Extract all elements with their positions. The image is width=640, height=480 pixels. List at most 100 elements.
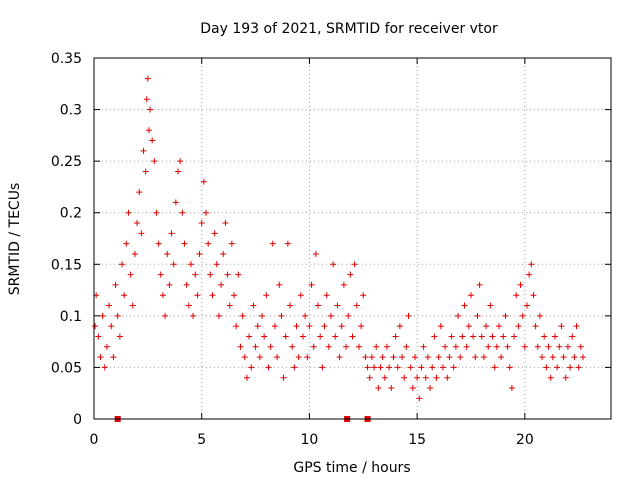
data-point	[276, 281, 283, 288]
data-point	[168, 230, 175, 237]
data-point	[190, 312, 197, 319]
data-point	[99, 312, 106, 319]
data-point	[452, 343, 459, 350]
data-point	[442, 343, 449, 350]
data-point	[218, 281, 225, 288]
data-point	[166, 281, 173, 288]
data-point	[121, 292, 128, 299]
data-point	[483, 323, 490, 330]
data-point	[112, 281, 119, 288]
x-tick-label: 0	[90, 432, 99, 448]
x-axis-ticks: 0 5 10 15 20	[90, 58, 534, 448]
data-point	[521, 343, 528, 350]
data-point	[375, 385, 382, 392]
data-point	[543, 364, 550, 371]
y-tick-label: 0.35	[51, 51, 82, 67]
data-point	[340, 281, 347, 288]
data-point	[567, 364, 574, 371]
data-point	[347, 271, 354, 278]
data-point	[448, 333, 455, 340]
data-point	[200, 178, 207, 185]
data-point	[224, 271, 231, 278]
data-point	[123, 240, 130, 247]
data-point	[291, 364, 298, 371]
data-point	[390, 354, 397, 361]
data-point	[373, 343, 380, 350]
data-point	[293, 323, 300, 330]
data-point	[569, 333, 576, 340]
data-point	[411, 354, 418, 361]
data-point	[368, 354, 375, 361]
data-point	[295, 354, 302, 361]
x-tick-label: 5	[197, 432, 206, 448]
data-point	[444, 374, 451, 381]
data-point	[308, 281, 315, 288]
data-point	[334, 302, 341, 309]
data-point	[401, 374, 408, 381]
data-point	[513, 292, 520, 299]
data-point	[562, 374, 569, 381]
data-point	[457, 354, 464, 361]
data-point	[366, 374, 373, 381]
y-tick-label: 0.1	[60, 309, 82, 325]
data-point	[243, 374, 250, 381]
y-tick-label: 0.3	[60, 103, 82, 119]
data-point	[106, 302, 113, 309]
data-point	[325, 343, 332, 350]
data-point	[143, 96, 150, 103]
data-point	[187, 261, 194, 268]
data-point	[289, 343, 296, 350]
data-point	[92, 323, 99, 330]
data-point	[450, 364, 457, 371]
data-point	[536, 312, 543, 319]
data-point	[577, 343, 584, 350]
data-point	[515, 323, 522, 330]
data-point	[338, 323, 345, 330]
data-point	[259, 312, 266, 319]
data-point	[474, 312, 481, 319]
data-point	[284, 240, 291, 247]
data-point	[399, 354, 406, 361]
data-point	[504, 343, 511, 350]
data-point	[463, 343, 470, 350]
data-point	[407, 364, 414, 371]
data-point	[194, 292, 201, 299]
data-point	[386, 364, 393, 371]
plot-frame	[93, 57, 612, 420]
data-point	[274, 354, 281, 361]
data-point	[539, 354, 546, 361]
data-point	[278, 312, 285, 319]
data-point	[231, 292, 238, 299]
data-point	[299, 333, 306, 340]
x-tick-label: 20	[516, 432, 534, 448]
data-point	[271, 323, 278, 330]
data-point	[138, 230, 145, 237]
data-point	[532, 323, 539, 330]
data-point	[549, 354, 556, 361]
data-point	[125, 209, 132, 216]
data-point	[265, 364, 272, 371]
y-axis-ticks: 0 0.05 0.1 0.15 0.2 0.25 0.3 0.35	[51, 51, 611, 428]
data-point	[431, 333, 438, 340]
data-point	[327, 312, 334, 319]
data-point	[205, 240, 212, 247]
data-point	[306, 323, 313, 330]
data-point	[155, 240, 162, 247]
data-point	[269, 240, 276, 247]
data-point	[196, 250, 203, 257]
data-point	[446, 354, 453, 361]
grid-lines	[94, 58, 611, 419]
data-point	[420, 343, 427, 350]
data-point	[485, 343, 492, 350]
data-point	[336, 354, 343, 361]
data-point	[353, 302, 360, 309]
x-tick-label: 15	[408, 432, 426, 448]
data-point	[241, 354, 248, 361]
data-point	[360, 292, 367, 299]
data-point	[459, 333, 466, 340]
data-point	[185, 302, 192, 309]
data-point	[239, 312, 246, 319]
data-point	[203, 209, 210, 216]
data-point	[315, 302, 322, 309]
data-point	[192, 271, 199, 278]
